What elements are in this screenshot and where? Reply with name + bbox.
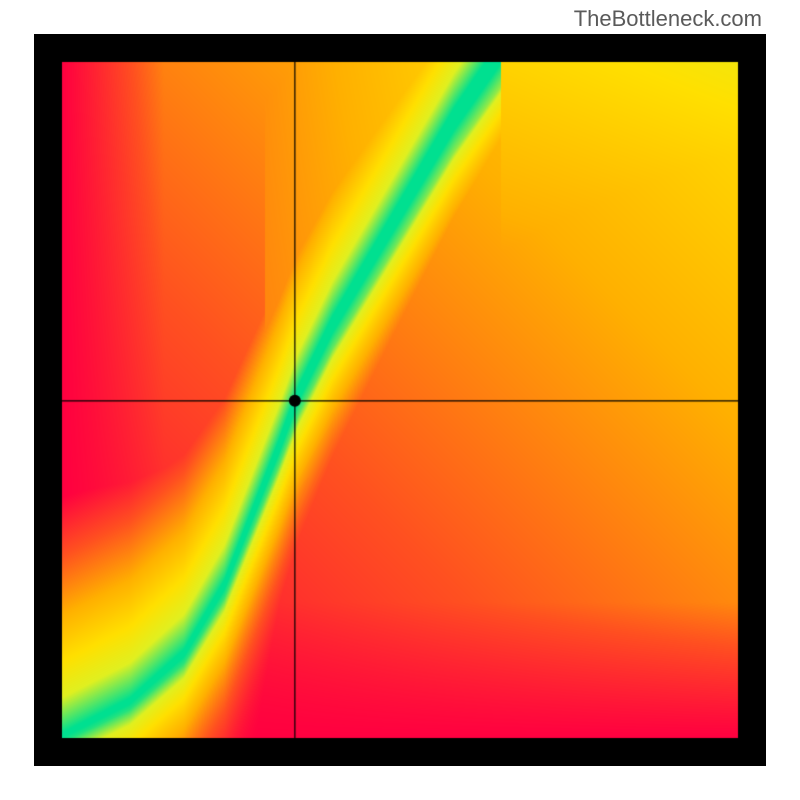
root-container: TheBottleneck.com <box>0 0 800 800</box>
plot-area <box>34 34 766 766</box>
watermark-text: TheBottleneck.com <box>574 6 762 32</box>
heatmap-canvas <box>34 34 766 766</box>
